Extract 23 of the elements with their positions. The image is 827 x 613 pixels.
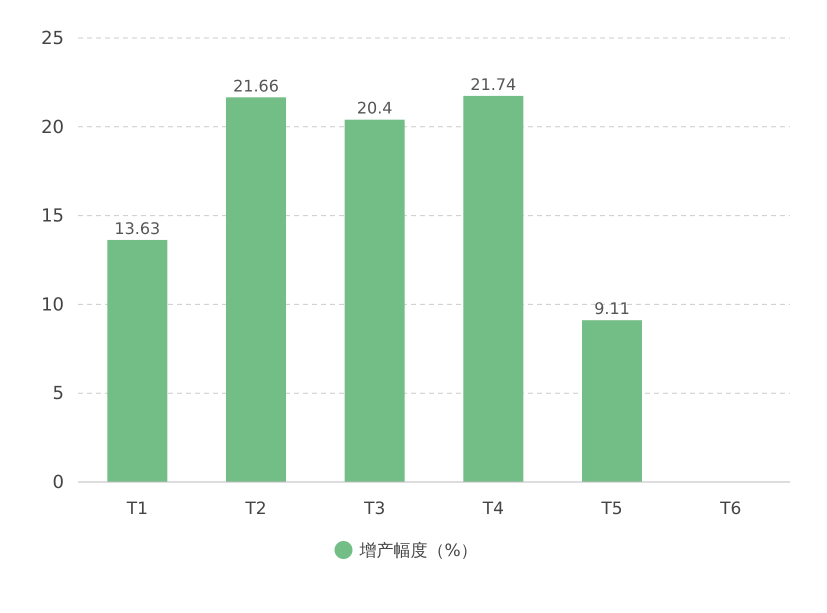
x-tick-label: T4	[482, 499, 504, 519]
y-tick-label: 15	[41, 206, 64, 227]
data-label: 21.74	[470, 74, 516, 94]
x-tick-label: T1	[126, 499, 148, 519]
y-tick-label: 25	[41, 28, 64, 49]
bar	[582, 320, 642, 482]
bar	[463, 96, 524, 482]
data-label: 13.63	[114, 218, 160, 238]
data-label: 9.11	[594, 299, 630, 318]
data-label: 21.66	[233, 76, 279, 96]
x-tick-label: T6	[719, 499, 742, 519]
y-tick-label: 20	[41, 116, 64, 138]
x-tick-label: T3	[363, 499, 386, 519]
y-tick-label: 0	[52, 472, 64, 493]
x-tick-label: T2	[244, 499, 267, 519]
x-tick-label: T5	[600, 499, 623, 519]
bar	[344, 120, 405, 482]
data-label: 20.4	[356, 98, 392, 118]
bar	[226, 97, 286, 482]
legend-label: 增产幅度（%）	[358, 541, 478, 561]
bar	[107, 240, 168, 482]
y-tick-label: 5	[52, 383, 64, 404]
y-tick-label: 10	[41, 294, 64, 316]
